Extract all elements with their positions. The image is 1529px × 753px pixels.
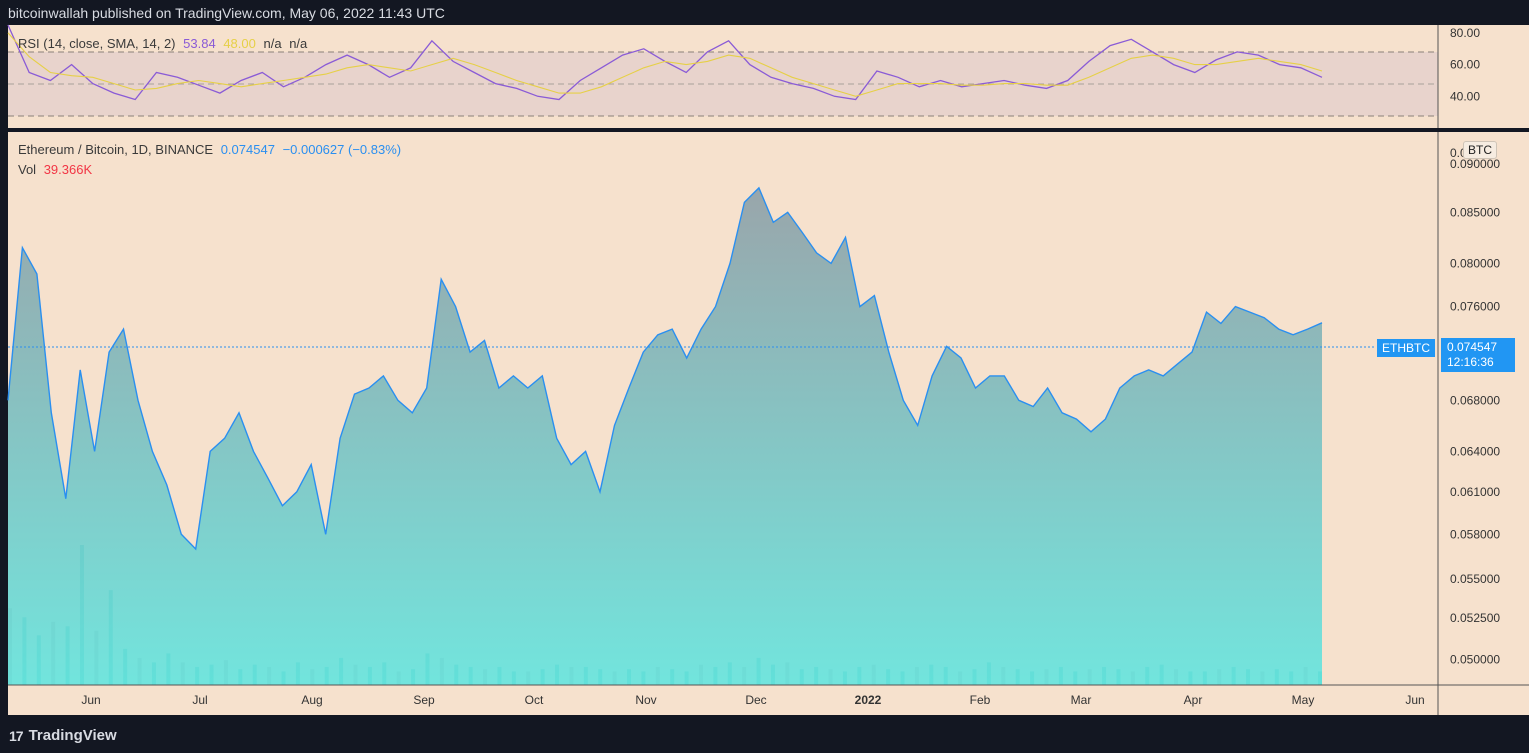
rsi-legend-na2: n/a [289, 36, 308, 51]
main-legend[interactable]: Ethereum / Bitcoin, 1D, BINANCE 0.074547… [18, 142, 405, 157]
price-area [8, 187, 1322, 685]
rsi-sma-line [7, 32, 1323, 97]
rsi-series-group [7, 24, 1323, 101]
price-tick-label: 0.090000 [1450, 157, 1500, 171]
time-tick-label: Dec [745, 693, 766, 707]
price-tick-label: 0.050000 [1450, 652, 1500, 666]
rsi-legend-na1: n/a [263, 36, 282, 51]
vol-legend[interactable]: Vol 39.366K [18, 162, 96, 177]
time-tick-label: Jun [81, 693, 100, 707]
rsi-scale-bg [1438, 25, 1529, 128]
rsi-tick-label: 80.00 [1450, 26, 1480, 40]
rsi-legend-name: RSI (14, close, SMA, 14, 2) [18, 36, 176, 51]
currency-badge[interactable]: BTC [1463, 141, 1497, 159]
price-tick-label: 0.061000 [1450, 485, 1500, 499]
price-tick-label: 0.064000 [1450, 444, 1500, 458]
price-tick-label: 0.085000 [1450, 205, 1500, 219]
price-tick-label: 0.055000 [1450, 572, 1500, 586]
time-tick-label: Sep [413, 693, 435, 707]
rsi-tick-label: 60.00 [1450, 58, 1480, 72]
symbol-title: Ethereum / Bitcoin, 1D, BINANCE [18, 142, 214, 157]
vol-value: 39.366K [43, 162, 93, 177]
price-tick-label: 0.076000 [1450, 300, 1500, 314]
time-tick-label: Nov [635, 693, 656, 707]
rsi-legend-value: 53.84 [183, 36, 216, 51]
price-line [7, 186, 1323, 551]
time-tick-label: Oct [525, 693, 544, 707]
rsi-legend[interactable]: RSI (14, close, SMA, 14, 2) 53.84 48.00 … [18, 36, 311, 51]
price-scale-bg [1438, 132, 1529, 685]
tradingview-logo[interactable]: 17 TradingView [9, 727, 117, 744]
publish-header: bitcoinwallah published on TradingView.c… [8, 5, 445, 21]
time-tick-label: Jun [1405, 693, 1424, 707]
last-price-box: 0.074547 12:16:36 [1441, 338, 1515, 372]
price-series-group [7, 186, 1323, 685]
countdown-value: 12:16:36 [1447, 355, 1494, 369]
last-value: 0.074547 [220, 142, 275, 157]
price-tick-label: 0.052500 [1450, 611, 1500, 625]
time-tick-label: Apr [1184, 693, 1203, 707]
price-tick-label: 0.058000 [1450, 527, 1500, 541]
time-tick-label: 2022 [855, 693, 882, 707]
time-ticks: Jun Jul Aug Sep Oct Nov Dec 2022 Feb Mar Apr May Jun [81, 693, 1424, 707]
vol-label: Vol [18, 162, 37, 177]
change-value: −0.000627 (−0.83%) [282, 142, 402, 157]
time-tick-label: Jul [192, 693, 207, 707]
rsi-tick-label: 40.00 [1450, 89, 1480, 103]
time-tick-label: Feb [970, 693, 991, 707]
time-tick-label: Aug [301, 693, 322, 707]
rsi-legend-sma: 48.00 [223, 36, 256, 51]
time-tick-label: May [1292, 693, 1315, 707]
last-price-value: 0.074547 [1447, 340, 1498, 354]
price-tick-label: 0.068000 [1450, 393, 1500, 407]
tradingview-brand: TradingView [28, 727, 117, 744]
tradingview-logo-icon: 17 [9, 727, 24, 744]
rsi-ticks: 80.00 60.00 40.00 [1450, 26, 1480, 103]
price-tick-label: 0.080000 [1450, 256, 1500, 270]
last-price-label: ETHBTC [1377, 339, 1435, 357]
time-tick-label: Mar [1071, 693, 1092, 707]
time-axis-bg [8, 685, 1529, 715]
